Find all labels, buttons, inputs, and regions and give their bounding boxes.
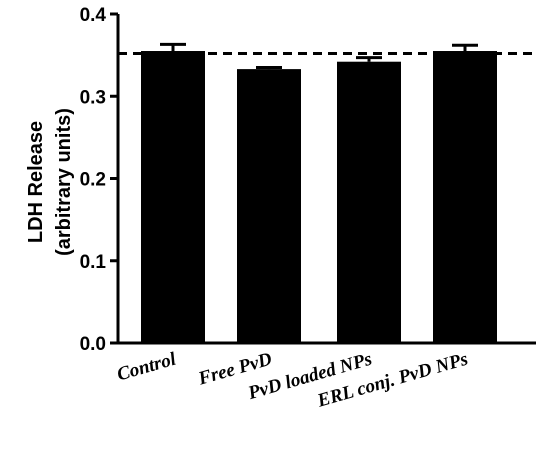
x-tick-label: Control xyxy=(115,348,179,385)
y-axis-label-line1: LDH Release xyxy=(25,121,47,243)
y-tick-label: 0.4 xyxy=(80,5,107,26)
y-axis-label-line2: (arbitrary units) xyxy=(53,108,75,256)
y-tick-label: 0.2 xyxy=(80,170,106,191)
bar xyxy=(237,69,301,344)
bar xyxy=(337,61,401,344)
y-tick-label: 0.3 xyxy=(80,87,106,108)
bar xyxy=(433,51,497,343)
y-tick-label: 0.1 xyxy=(80,252,107,273)
bar xyxy=(141,51,205,343)
y-tick-label: 0.0 xyxy=(80,334,106,355)
